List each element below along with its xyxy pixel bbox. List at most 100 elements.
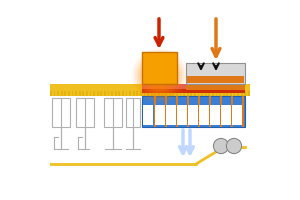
Bar: [57, 91, 59, 96]
Bar: [186, 63, 245, 84]
Circle shape: [146, 63, 172, 89]
Bar: [169, 91, 171, 96]
Circle shape: [151, 68, 168, 84]
Bar: [143, 105, 153, 125]
Circle shape: [139, 55, 181, 97]
Circle shape: [142, 58, 177, 94]
Bar: [234, 91, 236, 96]
Bar: [242, 96, 244, 127]
Bar: [133, 91, 135, 96]
Bar: [142, 89, 245, 93]
Bar: [162, 91, 164, 96]
Bar: [186, 84, 245, 90]
Bar: [154, 96, 156, 127]
Bar: [183, 91, 185, 96]
Bar: [108, 91, 109, 96]
Bar: [199, 105, 209, 125]
Bar: [221, 105, 231, 125]
Bar: [241, 91, 243, 96]
Bar: [176, 96, 178, 127]
Bar: [52, 98, 70, 127]
Bar: [90, 91, 92, 96]
Bar: [97, 91, 99, 96]
Bar: [226, 91, 228, 96]
Bar: [147, 91, 149, 96]
Bar: [104, 98, 122, 127]
Bar: [151, 91, 153, 96]
Bar: [237, 91, 239, 96]
Bar: [165, 96, 167, 127]
Circle shape: [137, 53, 182, 99]
Bar: [142, 52, 177, 84]
Bar: [166, 105, 176, 125]
Bar: [244, 91, 246, 96]
Bar: [198, 91, 200, 96]
Bar: [198, 96, 200, 127]
Bar: [76, 98, 94, 127]
Bar: [220, 96, 222, 127]
Bar: [210, 105, 220, 125]
Bar: [180, 91, 182, 96]
Bar: [230, 91, 232, 96]
Bar: [187, 91, 189, 96]
Bar: [64, 91, 66, 96]
Bar: [188, 105, 198, 125]
Circle shape: [154, 71, 164, 81]
Bar: [216, 91, 218, 96]
Bar: [50, 84, 250, 96]
Bar: [158, 91, 160, 96]
Bar: [177, 105, 187, 125]
Circle shape: [143, 60, 176, 92]
Bar: [232, 105, 242, 125]
Bar: [136, 91, 138, 96]
Bar: [248, 91, 250, 96]
Bar: [72, 91, 74, 96]
Bar: [79, 91, 81, 96]
Bar: [50, 91, 52, 96]
Bar: [201, 91, 203, 96]
Bar: [194, 91, 196, 96]
Circle shape: [135, 52, 184, 100]
Bar: [54, 91, 56, 96]
Bar: [93, 91, 95, 96]
Bar: [187, 76, 244, 83]
Bar: [212, 91, 214, 96]
Circle shape: [153, 69, 166, 83]
Bar: [219, 91, 221, 96]
Bar: [100, 91, 102, 96]
Bar: [209, 96, 211, 127]
Bar: [118, 91, 120, 96]
Bar: [126, 98, 140, 127]
Bar: [208, 91, 210, 96]
Bar: [144, 91, 146, 96]
Bar: [82, 91, 84, 96]
Bar: [122, 91, 124, 96]
Circle shape: [226, 138, 242, 154]
Bar: [205, 91, 207, 96]
Circle shape: [140, 57, 179, 95]
Circle shape: [145, 61, 174, 91]
Bar: [176, 91, 178, 96]
Bar: [115, 91, 117, 96]
Bar: [231, 96, 233, 127]
Bar: [61, 91, 63, 96]
Bar: [104, 91, 106, 96]
Circle shape: [150, 66, 169, 86]
Bar: [111, 91, 113, 96]
Bar: [129, 91, 131, 96]
Bar: [155, 105, 165, 125]
Bar: [172, 91, 174, 96]
Bar: [75, 91, 77, 96]
Bar: [68, 91, 70, 96]
Bar: [86, 91, 88, 96]
Bar: [142, 96, 245, 127]
Bar: [142, 84, 245, 89]
Bar: [140, 91, 142, 96]
Bar: [223, 91, 225, 96]
Bar: [190, 91, 192, 96]
Bar: [154, 91, 156, 96]
Bar: [165, 91, 167, 96]
Circle shape: [213, 138, 229, 154]
Bar: [187, 96, 189, 127]
Circle shape: [148, 65, 171, 87]
